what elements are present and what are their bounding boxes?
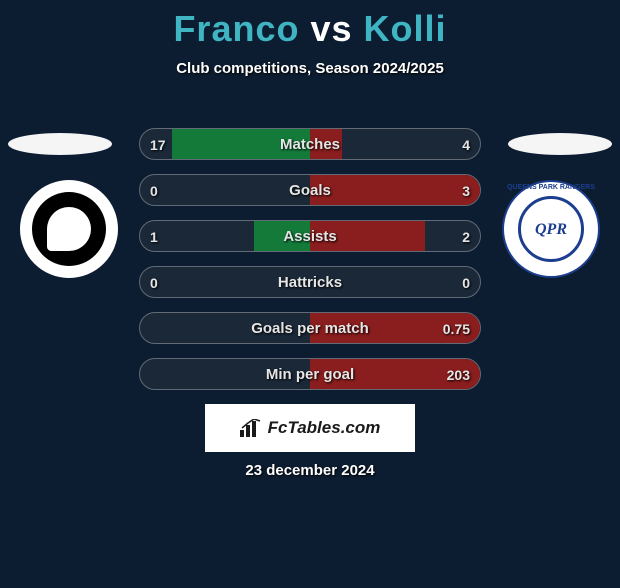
stat-label: Matches — [140, 129, 480, 160]
fctables-branding: FcTables.com — [205, 404, 415, 452]
stat-value-right: 203 — [447, 359, 470, 390]
player2-name: Kolli — [364, 8, 447, 49]
fctables-text: FcTables.com — [268, 418, 381, 438]
qpr-ring-text: QUEENS PARK RANGERS — [504, 184, 598, 191]
player1-name: Franco — [173, 8, 299, 49]
stat-value-right: 3 — [462, 175, 470, 206]
stat-label: Goals per match — [140, 313, 480, 344]
stat-label: Min per goal — [140, 359, 480, 390]
snapshot-date: 23 december 2024 — [0, 462, 620, 479]
bars-icon — [240, 419, 262, 437]
stat-value-right: 4 — [462, 129, 470, 160]
stat-row: Hattricks0 0 — [139, 266, 481, 298]
stat-value-left: 0 — [150, 175, 158, 206]
stat-value-right: 0.75 — [443, 313, 470, 344]
stat-value-right: 0 — [462, 267, 470, 298]
stat-row: Goals0 3 — [139, 174, 481, 206]
stat-value-left: 17 — [150, 129, 166, 160]
stat-row: Goals per match0.75 — [139, 312, 481, 344]
swansea-badge-inner — [32, 192, 106, 266]
right-club-badge: QUEENS PARK RANGERS QPR — [502, 180, 600, 278]
season-subtitle: Club competitions, Season 2024/2025 — [0, 60, 620, 77]
stat-row: Assists1 2 — [139, 220, 481, 252]
left-badge-shadow — [8, 133, 112, 155]
stat-value-left: 0 — [150, 267, 158, 298]
comparison-title: Franco vs Kolli — [0, 8, 620, 50]
stat-row: Matches17 4 — [139, 128, 481, 160]
stat-value-right: 2 — [462, 221, 470, 252]
vs-separator: vs — [310, 8, 352, 49]
stat-value-left: 1 — [150, 221, 158, 252]
left-club-badge — [20, 180, 118, 278]
qpr-badge-inner: QPR — [518, 196, 584, 262]
stat-label: Assists — [140, 221, 480, 252]
stat-row: Min per goal203 — [139, 358, 481, 390]
stat-label: Goals — [140, 175, 480, 206]
stat-label: Hattricks — [140, 267, 480, 298]
swan-icon — [47, 207, 91, 251]
qpr-abbr: QPR — [521, 221, 581, 239]
right-badge-shadow — [508, 133, 612, 155]
stats-container: Matches174Goals03Assists12Hattricks00Goa… — [139, 128, 481, 404]
